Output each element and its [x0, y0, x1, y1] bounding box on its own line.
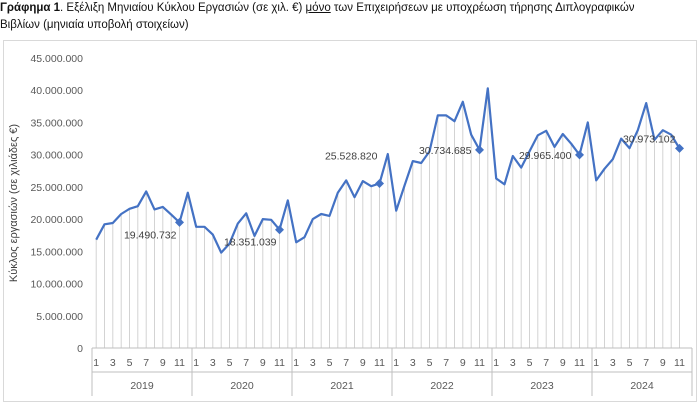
x-tick-label: 9 — [160, 357, 166, 369]
chart-caption: Γράφημα 1. Εξέλιξη Μηνιαίου Κύκλου Εργασ… — [0, 0, 700, 34]
y-tick-label: 45.000.000 — [30, 53, 83, 65]
x-tick-label: 3 — [110, 357, 116, 369]
caption-line-2: Βιβλίων (μηνιαία υποβολή στοιχείων) — [0, 19, 189, 31]
caption-underlined-word: μόνο — [305, 2, 331, 14]
y-tick-label: 5.000.000 — [36, 311, 83, 323]
x-tick-label: 7 — [443, 357, 449, 369]
year-label: 2019 — [130, 380, 154, 392]
x-tick-label: 3 — [410, 357, 416, 369]
data-label: 18.351.039 — [224, 237, 277, 249]
x-tick-label: 11 — [174, 357, 185, 369]
y-tick-label: 0 — [77, 343, 83, 355]
year-label: 2021 — [330, 380, 354, 392]
y-tick-label: 10.000.000 — [30, 279, 83, 291]
caption-label: Γράφημα 1 — [0, 2, 61, 14]
caption-line-1: Γράφημα 1. Εξέλιξη Μηνιαίου Κύκλου Εργασ… — [0, 0, 700, 17]
x-tick-label: 7 — [143, 357, 149, 369]
y-tick-label: 15.000.000 — [30, 246, 83, 258]
data-point-marker — [575, 150, 584, 160]
x-tick-label: 11 — [274, 357, 285, 369]
x-tick-label: 3 — [510, 357, 516, 369]
x-tick-label: 11 — [374, 357, 385, 369]
x-tick-label: 11 — [474, 357, 485, 369]
x-tick-label: 9 — [460, 357, 466, 369]
x-tick-label: 1 — [93, 357, 99, 369]
x-tick-label: 3 — [610, 357, 616, 369]
year-label: 2023 — [530, 380, 554, 392]
caption-text-a: . Εξέλιξη Μηνιαίου Κύκλου Εργασιών (σε χ… — [60, 2, 306, 14]
chart-frame — [3, 40, 697, 402]
y-axis-title: Κύκλος εργασιών (σε χιλιάδες €) — [8, 124, 20, 282]
data-label: 29.965.400 — [519, 150, 572, 162]
y-tick-label: 20.000.000 — [30, 214, 83, 226]
year-label: 2020 — [230, 380, 254, 392]
x-tick-label: 5 — [627, 357, 633, 369]
x-tick-label: 5 — [527, 357, 533, 369]
y-tick-label: 25.000.000 — [30, 182, 83, 194]
data-point-marker — [475, 145, 484, 155]
x-tick-label: 5 — [427, 357, 433, 369]
y-tick-label: 35.000.000 — [30, 117, 83, 129]
data-label: 30.734.685 — [419, 145, 472, 157]
caption-text-b: των Επιχειρήσεων με υποχρέωση τήρησης Δι… — [330, 2, 635, 14]
x-tick-label: 9 — [660, 357, 666, 369]
x-tick-label: 9 — [360, 357, 366, 369]
x-tick-label: 9 — [260, 357, 266, 369]
x-tick-label: 7 — [643, 357, 649, 369]
data-label: 19.490.732 — [124, 229, 177, 241]
y-tick-label: 30.000.000 — [30, 150, 83, 162]
data-point-marker — [275, 225, 284, 235]
x-tick-label: 1 — [393, 357, 399, 369]
data-point-marker — [175, 217, 184, 227]
series-line — [95, 87, 681, 254]
x-tick-label: 1 — [493, 357, 499, 369]
x-tick-label: 11 — [674, 357, 685, 369]
x-tick-label: 5 — [327, 357, 333, 369]
x-tick-label: 1 — [293, 357, 299, 369]
data-label: 25.528.820 — [325, 150, 378, 162]
x-tick-label: 5 — [227, 357, 233, 369]
x-tick-label: 1 — [593, 357, 599, 369]
x-tick-label: 7 — [543, 357, 549, 369]
data-point-marker — [375, 178, 384, 188]
x-tick-label: 1 — [193, 357, 199, 369]
x-tick-label: 3 — [210, 357, 216, 369]
year-label: 2022 — [430, 380, 454, 392]
x-tick-label: 7 — [243, 357, 249, 369]
year-label: 2024 — [630, 380, 654, 392]
data-point-marker — [675, 143, 684, 153]
x-tick-label: 11 — [574, 357, 585, 369]
x-tick-label: 7 — [343, 357, 349, 369]
y-tick-label: 40.000.000 — [30, 85, 83, 97]
x-tick-label: 3 — [310, 357, 316, 369]
x-tick-label: 9 — [560, 357, 566, 369]
data-label: 30.973.102 — [623, 133, 676, 145]
x-tick-label: 5 — [127, 357, 133, 369]
